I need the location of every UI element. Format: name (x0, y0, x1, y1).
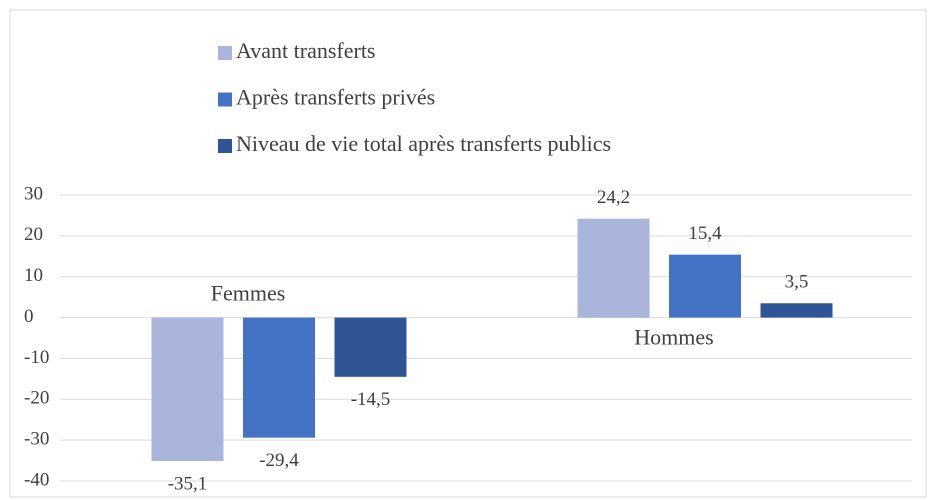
legend-swatch (218, 92, 232, 107)
y-tick-label: -40 (24, 469, 49, 490)
value-label: 3,5 (785, 272, 809, 293)
y-tick-label: 10 (24, 265, 43, 286)
y-tick-label: -20 (24, 388, 49, 409)
bar (760, 303, 833, 318)
y-tick-label: 20 (24, 224, 43, 245)
bar (151, 317, 224, 461)
bar (334, 317, 407, 377)
y-tick-label: 30 (24, 183, 43, 204)
legend-label: Après transferts privés (236, 85, 435, 110)
chart-frame (9, 9, 927, 498)
x-tick-label: Femmes (211, 281, 286, 306)
bar (669, 254, 741, 318)
legend-swatch (218, 46, 232, 60)
value-label: -35,1 (168, 473, 208, 494)
y-tick-label: 0 (24, 306, 34, 327)
bar (243, 317, 315, 438)
value-label: 15,4 (688, 223, 722, 244)
legend-label: Niveau de vie total après transferts pub… (236, 131, 611, 156)
bar (577, 218, 650, 318)
x-tick-label: Hommes (634, 325, 713, 350)
value-label: -14,5 (351, 389, 391, 410)
legend-swatch (218, 139, 232, 153)
value-label: 24,2 (597, 187, 630, 208)
value-label: -29,4 (259, 450, 299, 471)
legend-label: Avant transferts (236, 38, 376, 63)
y-tick-label: -30 (24, 429, 49, 450)
y-tick-label: -10 (24, 347, 49, 368)
